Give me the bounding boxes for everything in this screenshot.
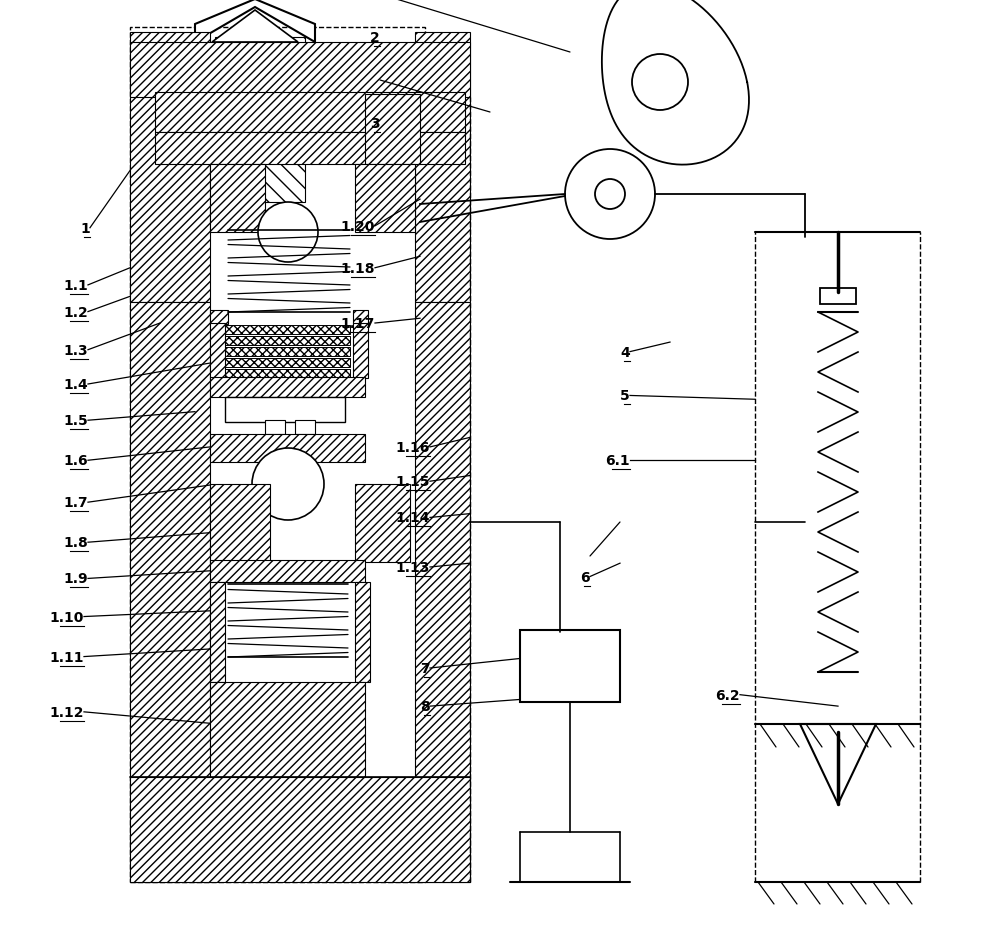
Polygon shape [210, 561, 365, 583]
Polygon shape [212, 11, 298, 43]
Polygon shape [210, 324, 225, 379]
Polygon shape [355, 583, 370, 683]
Text: 1.15: 1.15 [396, 475, 430, 488]
Text: 1.16: 1.16 [396, 441, 430, 454]
Circle shape [632, 55, 688, 110]
Polygon shape [353, 324, 368, 379]
Text: 1.5: 1.5 [63, 414, 88, 427]
Text: 1.20: 1.20 [341, 220, 375, 233]
Polygon shape [210, 583, 225, 683]
Text: 8: 8 [420, 700, 430, 713]
Polygon shape [365, 95, 420, 165]
Polygon shape [265, 421, 285, 434]
Polygon shape [215, 38, 305, 203]
Text: 1.4: 1.4 [63, 378, 88, 391]
Text: 1: 1 [80, 222, 90, 235]
Polygon shape [415, 33, 470, 303]
Circle shape [258, 203, 318, 263]
Polygon shape [130, 33, 210, 303]
Polygon shape [195, 0, 315, 43]
Polygon shape [210, 165, 265, 232]
Polygon shape [820, 288, 856, 305]
Text: 6: 6 [580, 570, 590, 584]
Text: 3: 3 [370, 117, 380, 130]
Text: 1.17: 1.17 [341, 317, 375, 330]
Text: 1.1: 1.1 [63, 279, 88, 292]
Text: 6.2: 6.2 [715, 688, 740, 702]
Text: 1.2: 1.2 [63, 306, 88, 319]
Circle shape [252, 448, 324, 521]
Text: 1.7: 1.7 [63, 496, 88, 509]
Polygon shape [355, 165, 415, 232]
Polygon shape [130, 43, 470, 98]
Polygon shape [210, 378, 365, 398]
Text: 1.8: 1.8 [63, 536, 88, 549]
Text: 1.10: 1.10 [50, 610, 84, 624]
Polygon shape [155, 133, 465, 165]
Text: 1.18: 1.18 [341, 262, 375, 275]
Polygon shape [210, 683, 365, 777]
Polygon shape [225, 398, 345, 423]
Polygon shape [225, 326, 350, 335]
Text: 1.9: 1.9 [63, 572, 88, 585]
Text: 1.3: 1.3 [63, 344, 88, 357]
Polygon shape [295, 421, 315, 434]
Polygon shape [225, 369, 350, 379]
Polygon shape [210, 310, 228, 325]
Polygon shape [353, 310, 368, 325]
Polygon shape [210, 434, 365, 463]
Polygon shape [800, 724, 876, 804]
Text: 2: 2 [370, 31, 380, 45]
Polygon shape [155, 93, 465, 133]
Polygon shape [130, 303, 210, 883]
Polygon shape [130, 777, 470, 883]
Text: 7: 7 [420, 662, 430, 675]
Text: 6.1: 6.1 [605, 454, 630, 467]
Polygon shape [520, 630, 620, 703]
Text: 1.12: 1.12 [50, 705, 84, 719]
Polygon shape [225, 337, 350, 346]
Text: 1.14: 1.14 [396, 511, 430, 525]
Text: 4: 4 [620, 346, 630, 359]
Circle shape [595, 180, 625, 209]
Text: 5: 5 [620, 389, 630, 403]
Text: 1.11: 1.11 [50, 650, 84, 664]
Polygon shape [225, 347, 350, 357]
Polygon shape [415, 303, 470, 883]
Text: 1.6: 1.6 [63, 454, 88, 467]
Polygon shape [210, 485, 270, 563]
Polygon shape [355, 485, 410, 563]
Polygon shape [225, 359, 350, 367]
Circle shape [565, 149, 655, 240]
Text: 1.13: 1.13 [396, 561, 430, 574]
